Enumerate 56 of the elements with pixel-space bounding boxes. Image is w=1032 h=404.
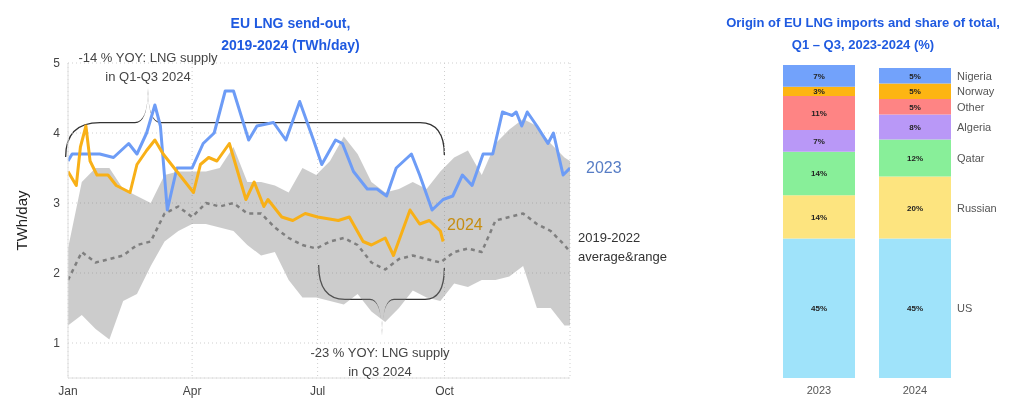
data-label: 20%	[906, 203, 924, 213]
bar	[879, 139, 951, 177]
x-tick-label: 2024	[902, 383, 928, 396]
series-label: 2024	[447, 215, 483, 233]
series-label: Norway	[957, 85, 995, 98]
series-label: US	[957, 302, 973, 315]
bar	[783, 151, 855, 196]
x-tick-label: Apr	[182, 383, 202, 398]
bar	[783, 130, 855, 152]
bar	[783, 65, 855, 87]
data-label: 14%	[810, 212, 828, 222]
bar	[879, 176, 951, 239]
chart-title: Origin of EU LNG imports and share of total, Q1 – Q3, 2023-2024 (%)	[725, 14, 1001, 54]
x-tick-label: Jan	[58, 383, 78, 398]
annotation: -14 % YOY: LNG supply in Q1-Q3 2024	[78, 50, 218, 84]
series-label: Algeria	[957, 120, 993, 133]
data-label: 14%	[810, 169, 828, 179]
annotation: -23 % YOY: LNG supply in Q3 2024	[309, 344, 451, 381]
x-tick-label: 2023	[806, 383, 832, 396]
data-label: 5%	[909, 87, 921, 97]
bar	[783, 238, 855, 378]
bar	[879, 99, 951, 115]
y-tick-label: 2	[53, 266, 61, 281]
series-label: Nigeria	[957, 69, 993, 82]
data-label: 5%	[909, 102, 921, 112]
x-tick-label: Jul	[309, 383, 326, 398]
series-label: Russian	[957, 201, 997, 214]
series-label: 2019-2022 average&range	[578, 230, 667, 264]
data-label: 3%	[813, 87, 825, 97]
series-label: Qatar	[957, 151, 985, 164]
data-label: 12%	[906, 153, 924, 163]
bar	[879, 83, 951, 100]
y-tick-label: 4	[53, 126, 61, 141]
bar	[879, 114, 951, 140]
data-label: 11%	[811, 109, 827, 119]
data-label: 7%	[813, 71, 825, 81]
data-label: 45%	[810, 304, 828, 314]
y-axis-title: TWh/day	[13, 189, 31, 251]
bar	[879, 68, 951, 84]
y-tick-label: 3	[53, 196, 61, 211]
bar	[783, 95, 855, 131]
line-series	[68, 124, 445, 257]
series-label: Other	[957, 100, 985, 113]
data-label: 7%	[813, 136, 825, 146]
data-label: 5%	[909, 71, 921, 81]
x-tick-label: Oct	[435, 383, 455, 398]
series-label: 2023	[586, 159, 622, 176]
bar	[879, 238, 951, 378]
chart-title: EU LNG send-out, 2019-2024 (TWh/day)	[220, 14, 361, 53]
data-label: 8%	[909, 122, 921, 132]
bar	[783, 195, 855, 239]
line-series	[68, 201, 570, 282]
y-tick-label: 1	[53, 336, 61, 351]
y-tick-label: 5	[53, 56, 61, 71]
data-label: 45%	[906, 304, 924, 314]
line-series	[68, 89, 570, 212]
